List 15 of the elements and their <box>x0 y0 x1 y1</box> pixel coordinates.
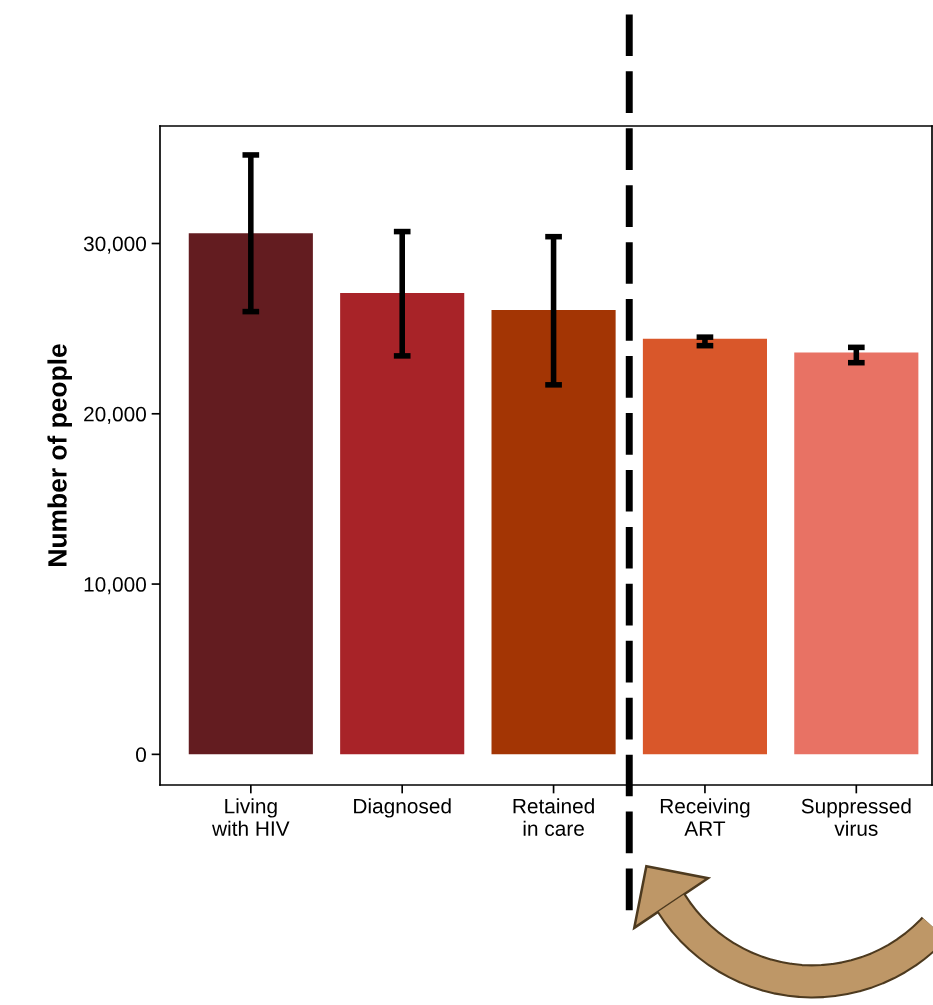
x-tick-label: Suppressed virus <box>801 798 911 836</box>
bar <box>642 338 767 755</box>
x-tick-label: Diagnosed <box>354 798 451 818</box>
x-tick-label: Receiving ART <box>660 798 750 836</box>
bar <box>794 352 919 755</box>
y-axis-title: Number of people <box>47 344 72 566</box>
y-tick-label: 10,000 <box>84 577 146 595</box>
y-tick-label: 0 <box>136 747 146 763</box>
x-tick-label: Retained in care <box>513 798 594 836</box>
bar <box>340 292 465 755</box>
y-tick-label: 20,000 <box>84 406 146 424</box>
x-tick-label: Living with HIV <box>212 798 290 836</box>
y-tick-label: 30,000 <box>83 236 146 254</box>
bar <box>491 309 616 755</box>
bar <box>188 233 313 755</box>
